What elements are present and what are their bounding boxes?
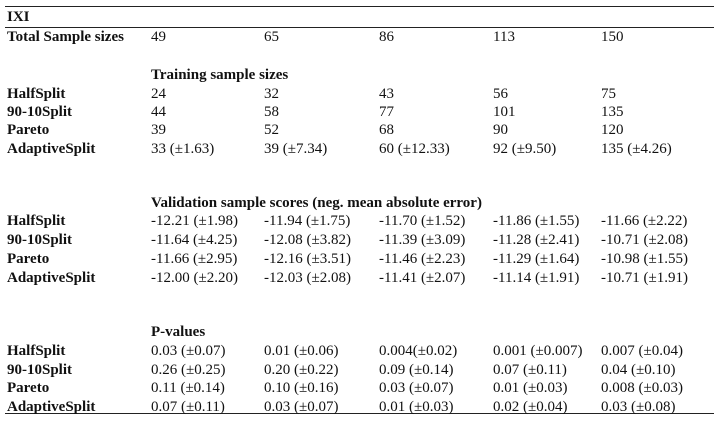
table-cell: -11.66 (±2.95) <box>151 251 238 267</box>
table-cell: 0.03 (±0.08) <box>601 399 676 415</box>
table-cell: -11.70 (±1.52) <box>379 213 466 229</box>
table-cell: 43 <box>379 86 394 102</box>
section-heading: Validation sample scores (neg. mean abso… <box>151 195 482 211</box>
table-cell: -12.21 (±1.98) <box>151 213 238 229</box>
table-cell: 0.03 (±0.07) <box>151 343 226 359</box>
table-cell: -11.14 (±1.91) <box>493 270 580 286</box>
table-cell: 0.004(±0.02) <box>379 343 458 359</box>
table-cell: 39 <box>151 122 166 138</box>
table-cell: 0.07 (±0.11) <box>151 399 225 415</box>
total-sample-sizes-label: Total Sample sizes <box>7 29 124 45</box>
table-cell: -11.94 (±1.75) <box>264 213 351 229</box>
table-cell: 101 <box>493 104 516 120</box>
table-cell: 92 (±9.50) <box>493 141 557 157</box>
table-cell: 0.01 (±0.03) <box>493 380 568 396</box>
table-cell: -11.46 (±2.23) <box>379 251 466 267</box>
table-cell: -11.28 (±2.41) <box>493 232 580 248</box>
table-cell: 68 <box>379 122 394 138</box>
total-sample-size-cell: 150 <box>601 29 624 45</box>
table-cell: 77 <box>379 104 394 120</box>
table-cell: 0.04 (±0.10) <box>601 362 676 378</box>
total-sample-size-cell: 86 <box>379 29 394 45</box>
table-cell: 24 <box>151 86 166 102</box>
table-cell: -12.16 (±3.51) <box>264 251 351 267</box>
row-label: AdaptiveSplit <box>7 399 96 415</box>
table-cell: -11.66 (±2.22) <box>601 213 688 229</box>
top-rule <box>5 6 714 7</box>
section-heading: P-values <box>151 324 206 340</box>
table-cell: 0.11 (±0.14) <box>151 380 225 396</box>
table-cell: 0.008 (±0.03) <box>601 380 683 396</box>
table-cell: -10.98 (±1.55) <box>601 251 688 267</box>
row-label: Pareto <box>7 380 50 396</box>
table-cell: 39 (±7.34) <box>264 141 328 157</box>
table-cell: 0.03 (±0.07) <box>264 399 339 415</box>
row-label: AdaptiveSplit <box>7 141 96 157</box>
total-sample-size-cell: 113 <box>493 29 515 45</box>
table-cell: -12.00 (±2.20) <box>151 270 238 286</box>
table-cell: 0.09 (±0.14) <box>379 362 454 378</box>
table-cell: 60 (±12.33) <box>379 141 450 157</box>
table-cell: 135 (±4.26) <box>601 141 672 157</box>
bottom-rule <box>5 413 714 414</box>
table-cell: -11.39 (±3.09) <box>379 232 466 248</box>
table-cell: -11.41 (±2.07) <box>379 270 466 286</box>
table-cell: -12.08 (±3.82) <box>264 232 351 248</box>
row-label: 90-10Split <box>7 362 73 378</box>
table-cell: 52 <box>264 122 279 138</box>
table-cell: 58 <box>264 104 279 120</box>
table-cell: 120 <box>601 122 624 138</box>
table-cell: 90 <box>493 122 508 138</box>
table-cell: 0.20 (±0.22) <box>264 362 339 378</box>
table-cell: -10.71 (±2.08) <box>601 232 688 248</box>
table-cell: -11.64 (±4.25) <box>151 232 238 248</box>
table-cell: 0.001 (±0.007) <box>493 343 583 359</box>
row-label: Pareto <box>7 122 50 138</box>
total-sample-size-cell: 49 <box>151 29 166 45</box>
table-title: IXI <box>7 9 30 25</box>
table-cell: 135 <box>601 104 624 120</box>
table-cell: -11.86 (±1.55) <box>493 213 580 229</box>
table-cell: 0.01 (±0.03) <box>379 399 454 415</box>
table-cell: -12.03 (±2.08) <box>264 270 351 286</box>
row-label: 90-10Split <box>7 104 73 120</box>
row-label: 90-10Split <box>7 232 73 248</box>
row-label: HalfSplit <box>7 343 66 359</box>
table-cell: 75 <box>601 86 616 102</box>
table-cell: -11.29 (±1.64) <box>493 251 580 267</box>
row-label: HalfSplit <box>7 213 66 229</box>
row-label: Pareto <box>7 251 50 267</box>
table-cell: 0.07 (±0.11) <box>493 362 567 378</box>
table-cell: 0.02 (±0.04) <box>493 399 568 415</box>
header-rule <box>5 27 714 28</box>
table-cell: 0.03 (±0.07) <box>379 380 454 396</box>
table-cell: 33 (±1.63) <box>151 141 215 157</box>
total-sample-size-cell: 65 <box>264 29 279 45</box>
table-cell: -10.71 (±1.91) <box>601 270 688 286</box>
table-cell: 44 <box>151 104 166 120</box>
table-cell: 0.007 (±0.04) <box>601 343 683 359</box>
row-label: HalfSplit <box>7 86 66 102</box>
row-label: AdaptiveSplit <box>7 270 96 286</box>
table-cell: 32 <box>264 86 279 102</box>
table-cell: 0.10 (±0.16) <box>264 380 339 396</box>
table-cell: 0.01 (±0.06) <box>264 343 339 359</box>
table-cell: 56 <box>493 86 508 102</box>
section-heading: Training sample sizes <box>151 67 289 83</box>
table-cell: 0.26 (±0.25) <box>151 362 226 378</box>
